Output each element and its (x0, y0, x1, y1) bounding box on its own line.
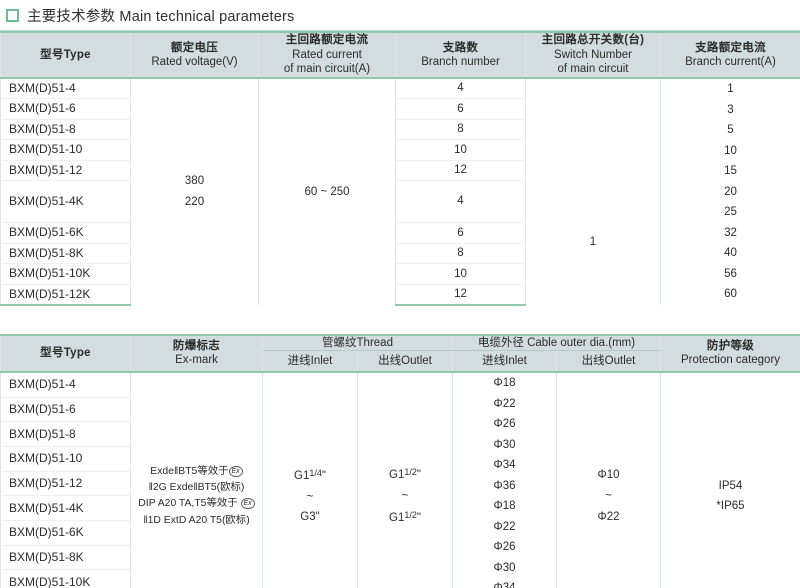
cell-model: BXM(D)51-4K (0, 180, 131, 223)
cell-model: BXM(D)51-8K (0, 242, 131, 264)
cell-main-current: 60 ~ 250 (258, 78, 396, 305)
th-branch-number: 支路数 Branch number (395, 31, 526, 79)
cell-branch-number: 4 (395, 77, 526, 99)
cell-ex-mark: Exde‖BT5等效于 Ex ‖2G Exde‖BT5(欧标) DIP A20 T… (130, 372, 263, 588)
th-branch-current: 支路额定电流 Branch current(A) (660, 31, 800, 79)
cell-thread-outlet: G11/2" ~ G11/2" (357, 372, 453, 588)
table-2-header-row-top: 型号Type 防爆标志 Ex-mark 管螺纹Thread 电缆外径 Cable… (0, 333, 800, 374)
voltage-220: 220 (184, 195, 205, 208)
th-switch-number: 主回路总开关数(台) Switch Number of main circuit (525, 31, 661, 79)
cell-model: BXM(D)51-12 (0, 159, 131, 181)
cell-model: BXM(D)51-8 (0, 421, 131, 447)
table-row: BXM(D)51-12 (0, 470, 800, 497)
cell-cable-inlet-list: Φ18 Φ22 Φ26 Φ30 Φ34 Φ36 Φ18 Φ22 Φ26 Φ30 … (452, 372, 557, 588)
cell-cable-outlet: Φ10 ~ Φ22 (556, 372, 661, 588)
mechanical-parameters-table: 型号Type 防爆标志 Ex-mark 管螺纹Thread 电缆外径 Cable… (0, 333, 800, 588)
cell-model: BXM(D)51-6K (0, 520, 131, 546)
cell-switch-number-upper (525, 78, 661, 181)
cell-model: BXM(D)51-10K (0, 263, 131, 285)
th-protection-category: 防护等级 Protection category (660, 333, 800, 374)
cell-branch-number: 10 (395, 139, 526, 161)
table-row: BXM(D)51-4K 4 1 (0, 180, 800, 305)
table-row: BXM(D)51-6 6 (0, 98, 800, 120)
cell-protection-category: IP54 *IP65 (660, 372, 800, 588)
cell-model: BXM(D)51-6K (0, 222, 131, 244)
cell-model: BXM(D)51-8K (0, 544, 131, 571)
table-row: BXM(D)51-8 (0, 421, 800, 447)
cell-branch-number: 8 (395, 118, 526, 140)
table-2-wrapper: 型号Type 防爆标志 Ex-mark 管螺纹Thread 电缆外径 Cable… (0, 333, 800, 588)
th-type-2: 型号Type (0, 333, 131, 374)
table-row: BXM(D)51-8K 8 (0, 242, 800, 264)
cell-model: BXM(D)51-6 (0, 98, 131, 120)
th-group-thread: 管螺纹Thread (262, 333, 453, 351)
thread-outlet-value: G11/2" ~ G11/2" (389, 467, 421, 524)
cell-branch-number: 6 (395, 222, 526, 244)
cell-model: BXM(D)51-4 (0, 77, 131, 99)
cell-switch-number-lower: 1 (525, 180, 661, 305)
cable-outlet-value: Φ10 ~ Φ22 (597, 469, 620, 523)
cell-model: BXM(D)51-10 (0, 139, 131, 161)
cell-model: BXM(D)51-8 (0, 118, 131, 140)
table-row: BXM(D)51-10K 10 (0, 263, 800, 285)
cell-model: BXM(D)51-6 (0, 396, 131, 423)
table-row: BXM(D)51-8K (0, 544, 800, 571)
cell-model: BXM(D)51-10 (0, 445, 131, 472)
cell-branch-number: 4 (395, 180, 526, 223)
th-ex-mark: 防爆标志 Ex-mark (130, 333, 263, 374)
table-row: BXM(D)51-6 (0, 396, 800, 423)
page-title: 主要技术参数 Main technical parameters (27, 8, 295, 25)
th-rated-voltage: 额定电压 Rated voltage(V) (130, 31, 259, 79)
th-thread-outlet: 出线Outlet (357, 349, 453, 374)
checkbox-outline-icon (6, 8, 19, 22)
cell-model: BXM(D)51-10K (0, 569, 131, 588)
table-1-header-row: 型号Type 额定电压 Rated voltage(V) 主回路额定电流 Rat… (0, 31, 800, 79)
cell-branch-number: 8 (395, 242, 526, 264)
voltage-380: 380 (184, 175, 205, 188)
branch-current-values: 1 3 5 10 15 20 25 32 40 56 60 (724, 83, 737, 300)
th-cable-outlet: 出线Outlet (556, 349, 661, 374)
table-1-wrapper: 型号Type 额定电压 Rated voltage(V) 主回路额定电流 Rat… (0, 31, 800, 306)
table-row: BXM(D)51-10 (0, 445, 800, 472)
thread-inlet-value: G11/4" ~ G3" (294, 467, 326, 524)
protection-values: IP54 *IP65 (716, 479, 745, 513)
ex-mark-text: Exde‖BT5等效于 Ex ‖2G Exde‖BT5(欧标) DIP A20 T… (134, 464, 259, 529)
cable-inlet-values: Φ18 Φ22 Φ26 Φ30 Φ34 Φ36 Φ18 Φ22 Φ26 Φ30 … (493, 377, 516, 588)
th-group-cable-dia: 电缆外径 Cable outer dia.(mm) (452, 333, 661, 351)
table-row: BXM(D)51-10K (0, 569, 800, 588)
cell-model: BXM(D)51-4 (0, 371, 131, 398)
cell-thread-inlet: G11/4" ~ G3" (262, 372, 358, 588)
th-type: 型号Type (0, 31, 131, 79)
th-thread-inlet: 进线Inlet (262, 349, 358, 374)
ex-symbol-icon: Ex (228, 465, 243, 477)
cell-branch-number: 6 (395, 98, 526, 120)
table-row: BXM(D)51-4K (0, 495, 800, 521)
table-row: BXM(D)51-6K (0, 520, 800, 546)
cell-branch-number: 10 (395, 263, 526, 285)
title-divider (0, 30, 800, 31)
table-row: BXM(D)51-4 Exde‖BT5等效于 Ex ‖2G Exde‖BT5(欧标… (0, 371, 800, 588)
cell-branch-number: 12 (395, 283, 526, 306)
table-row: BXM(D)51-12K 12 (0, 283, 800, 306)
cell-branch-number: 12 (395, 159, 526, 181)
cell-rated-voltage: 380 220 (130, 78, 259, 305)
table-row: BXM(D)51-4 380 220 60 ~ 250 4 1 3 5 10 (0, 77, 800, 305)
th-cable-inlet: 进线Inlet (452, 349, 557, 374)
table-2-header-row-sub: 进线Inlet 出线Outlet 进线Inlet 出线Outlet (1, 349, 800, 374)
cell-model: BXM(D)51-12K (0, 283, 131, 306)
page-title-bar: 主要技术参数 Main technical parameters (0, 0, 800, 30)
table-row: BXM(D)51-10 10 (0, 139, 800, 161)
table-row: BXM(D)51-12 12 (0, 159, 800, 181)
cell-model: BXM(D)51-4K (0, 495, 131, 521)
th-main-circuit-current: 主回路额定电流 Rated current of main circuit(A) (258, 31, 396, 79)
table-row: BXM(D)51-8 8 (0, 118, 800, 140)
ex-symbol-icon: Ex (240, 498, 255, 510)
table-gap (0, 306, 800, 334)
cell-branch-current-list: 1 3 5 10 15 20 25 32 40 56 60 (660, 78, 800, 305)
cell-model: BXM(D)51-12 (0, 470, 131, 497)
main-parameters-table: 型号Type 额定电压 Rated voltage(V) 主回路额定电流 Rat… (0, 31, 800, 306)
